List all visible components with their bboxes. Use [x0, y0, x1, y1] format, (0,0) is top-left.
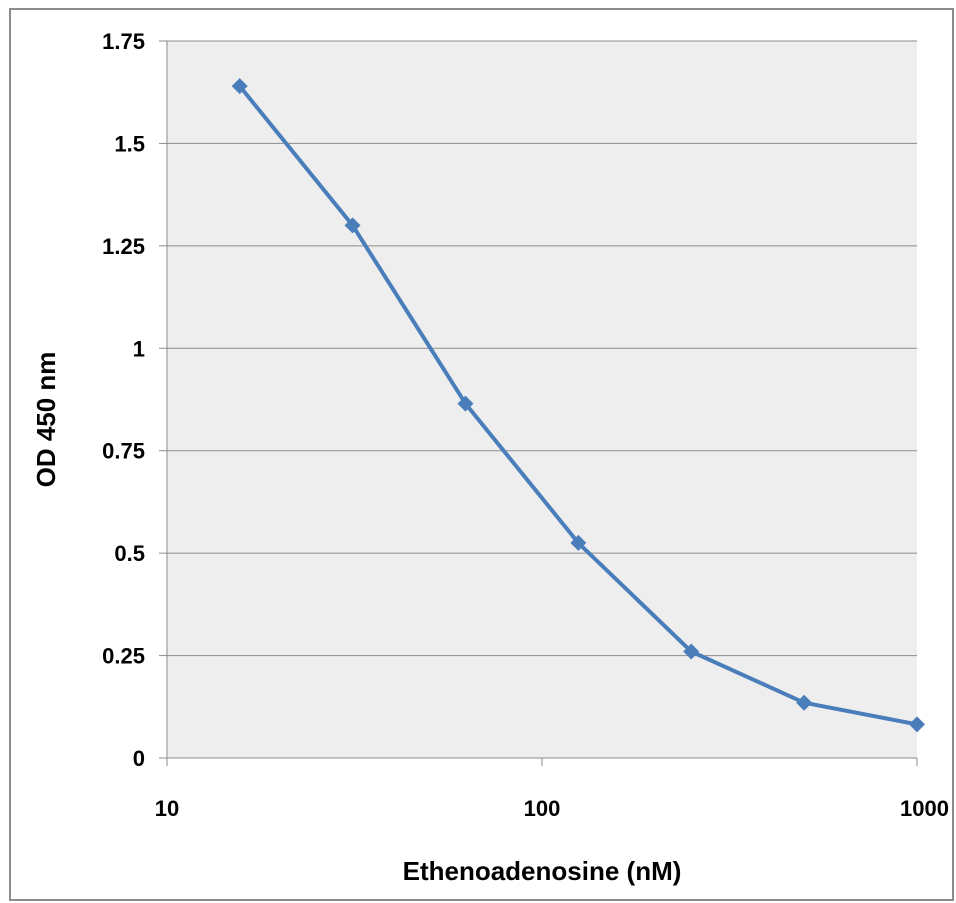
y-tick-label: 0.25	[102, 644, 145, 669]
x-tick-label: 10	[155, 796, 179, 821]
y-tick-label: 1.75	[102, 29, 145, 54]
y-tick-label: 1	[133, 336, 145, 361]
data-point	[909, 716, 925, 733]
data-point	[344, 217, 361, 234]
line-chart: 0 0.25 0.5 0.75 1 1.25 1.5 1.75 10 100 1000 Ethenoa…	[31, 29, 949, 886]
y-tick-label: 0.5	[114, 541, 145, 566]
y-tick-label: 0	[133, 746, 145, 771]
y-tick-label: 0.75	[102, 439, 145, 464]
data-point	[457, 395, 474, 412]
plot-area	[167, 41, 917, 758]
data-point	[570, 534, 587, 551]
y-tick-label: 1.5	[114, 131, 145, 156]
x-tick-label: 100	[524, 796, 561, 821]
y-tick-label: 1.25	[102, 234, 145, 259]
data-point	[796, 694, 813, 711]
y-axis-title: OD 450 nm	[31, 352, 61, 488]
x-axis-title: Ethenoadenosine (nM)	[403, 856, 682, 886]
data-point	[231, 78, 248, 95]
x-tick-label: 1000	[900, 796, 949, 821]
chart-frame: 0 0.25 0.5 0.75 1 1.25 1.5 1.75 10 100 1000 Ethenoa…	[9, 8, 954, 901]
data-point	[683, 643, 700, 660]
